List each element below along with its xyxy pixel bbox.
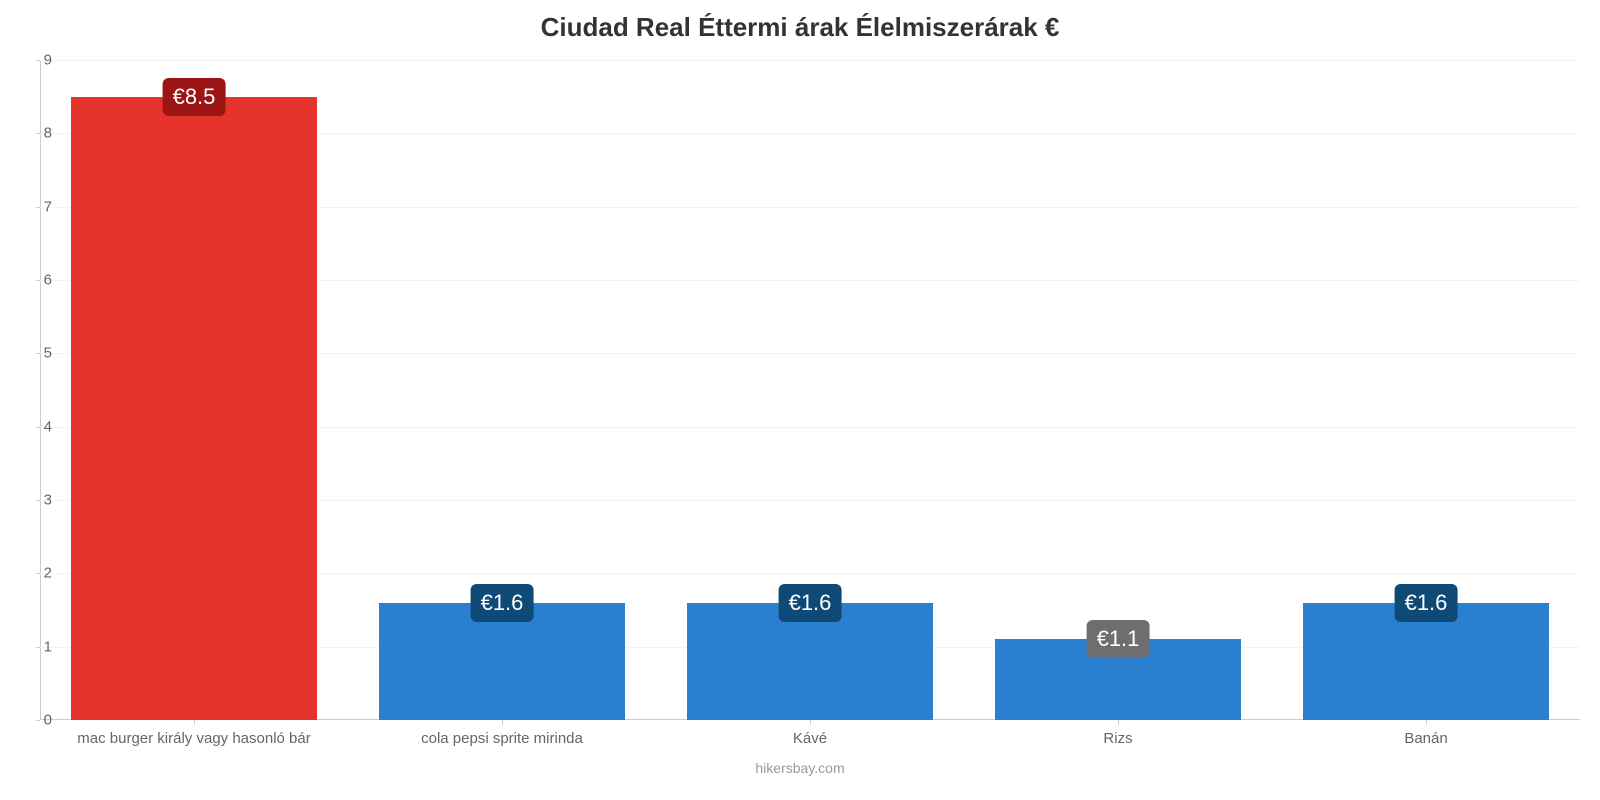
plot-area: €8.5 €1.6 €1.6 €1.1 €1.6 bbox=[40, 60, 1580, 720]
bars-group: €8.5 €1.6 €1.6 €1.1 €1.6 bbox=[40, 60, 1580, 720]
value-chip: €1.6 bbox=[1395, 584, 1458, 622]
y-tick-label: 7 bbox=[12, 198, 52, 215]
value-chip: €1.6 bbox=[471, 584, 534, 622]
x-tick bbox=[1118, 720, 1119, 725]
category-label: Kávé bbox=[793, 730, 827, 747]
x-tick bbox=[194, 720, 195, 725]
x-tick bbox=[810, 720, 811, 725]
bar bbox=[71, 97, 317, 720]
price-bar-chart: Ciudad Real Éttermi árak Élelmiszerárak … bbox=[0, 0, 1600, 800]
x-tick bbox=[1426, 720, 1427, 725]
y-tick-label: 8 bbox=[12, 125, 52, 142]
value-chip: €8.5 bbox=[163, 78, 226, 116]
x-tick bbox=[502, 720, 503, 725]
category-label: Rizs bbox=[1103, 730, 1132, 747]
category-label: mac burger király vagy hasonló bár bbox=[77, 730, 310, 747]
y-tick-label: 9 bbox=[12, 52, 52, 69]
y-tick-label: 5 bbox=[12, 345, 52, 362]
category-label: Banán bbox=[1404, 730, 1447, 747]
credit-text: hikersbay.com bbox=[0, 760, 1600, 776]
chart-title: Ciudad Real Éttermi árak Élelmiszerárak … bbox=[0, 12, 1600, 43]
y-tick-label: 0 bbox=[12, 712, 52, 729]
y-tick-label: 3 bbox=[12, 492, 52, 509]
category-label: cola pepsi sprite mirinda bbox=[421, 730, 583, 747]
y-tick-label: 4 bbox=[12, 418, 52, 435]
y-tick-label: 6 bbox=[12, 272, 52, 289]
value-chip: €1.1 bbox=[1087, 620, 1150, 658]
y-tick-label: 2 bbox=[12, 565, 52, 582]
y-tick-label: 1 bbox=[12, 638, 52, 655]
value-chip: €1.6 bbox=[779, 584, 842, 622]
